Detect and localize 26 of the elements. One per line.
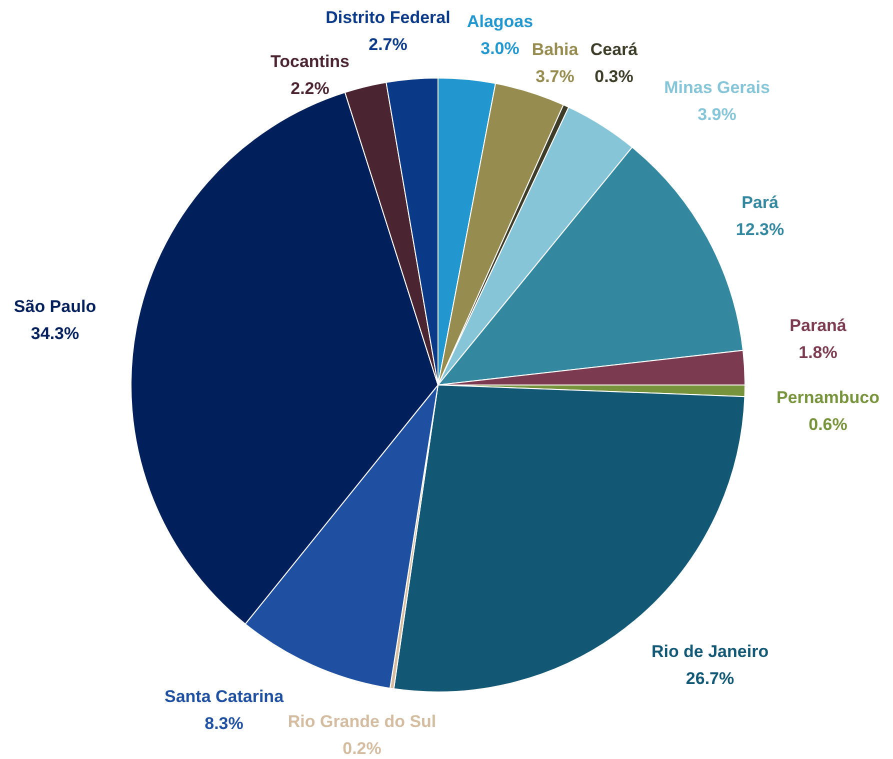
slice-label: Pará <box>742 193 779 212</box>
slice-label: Alagoas <box>466 12 534 31</box>
data-label: 0.3% <box>594 67 634 86</box>
slice-label: Minas Gerais <box>664 78 770 97</box>
data-label: 1.8% <box>798 343 838 362</box>
slice-label: Rio Grande do Sul <box>288 712 436 731</box>
slice-label: Ceará <box>590 40 638 59</box>
slice-label: São Paulo <box>14 297 96 316</box>
data-label: 0.6% <box>808 415 848 434</box>
data-label: 3.0% <box>480 39 520 58</box>
slice-label: Distrito Federal <box>326 8 450 27</box>
slice-label: Paraná <box>790 316 847 335</box>
data-label: 3.9% <box>698 105 736 124</box>
data-label: 2.7% <box>368 35 408 54</box>
slice-label: Bahia <box>532 40 579 59</box>
data-label: 0.2% <box>342 739 382 758</box>
data-label: 8.3% <box>204 714 244 733</box>
data-label: 26.7% <box>686 669 734 688</box>
slice-label: Tocantins <box>270 52 350 71</box>
data-label: 34.3% <box>30 324 80 343</box>
slice-label: Rio de Janeiro <box>651 642 769 661</box>
data-label: 12.3% <box>736 220 784 239</box>
slice-label: Pernambuco <box>776 388 880 407</box>
data-label: 2.2% <box>290 79 330 98</box>
slice-label: Santa Catarina <box>164 687 284 706</box>
data-label: 3.7% <box>536 67 574 86</box>
